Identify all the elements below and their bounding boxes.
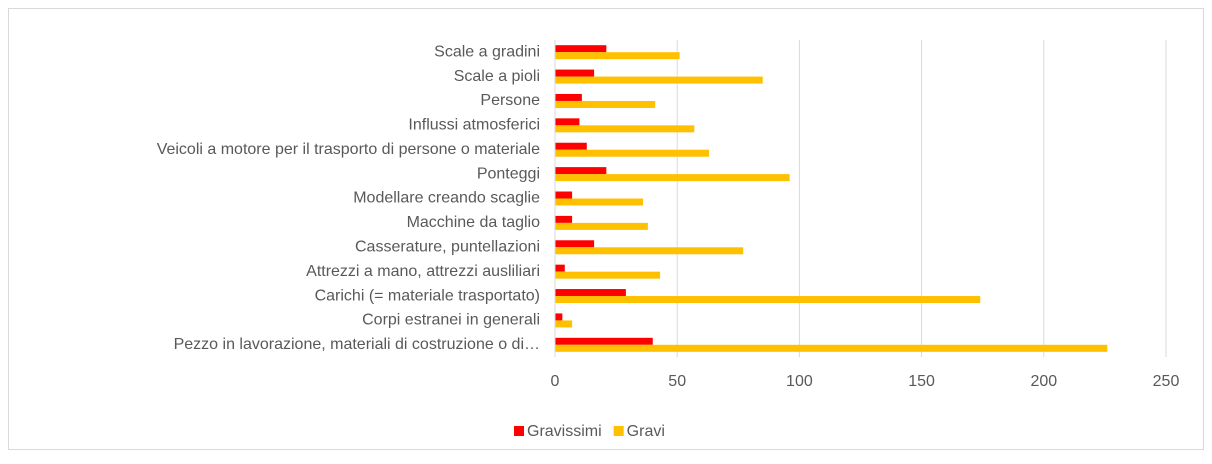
legend-label: Gravissimi bbox=[527, 423, 602, 440]
bar bbox=[555, 100, 656, 108]
y-tick-label: Macchine da taglio bbox=[407, 214, 541, 231]
legend-label: Gravi bbox=[627, 423, 665, 440]
bar bbox=[555, 247, 744, 255]
bar bbox=[555, 149, 709, 157]
bar bbox=[555, 296, 981, 304]
bar bbox=[555, 174, 790, 182]
x-tick-label: 100 bbox=[786, 373, 813, 390]
bar bbox=[555, 198, 643, 206]
y-tick-label: Veicoli a motore per il trasporto di per… bbox=[157, 141, 540, 158]
legend-swatch bbox=[514, 426, 524, 436]
bar bbox=[555, 344, 1108, 352]
bar bbox=[555, 93, 582, 101]
bar bbox=[555, 222, 648, 230]
y-tick-label: Scale a gradini bbox=[434, 43, 540, 60]
bar bbox=[555, 264, 565, 272]
bar bbox=[555, 313, 563, 321]
x-tick-label: 200 bbox=[1030, 373, 1057, 390]
bar bbox=[555, 118, 580, 126]
bar bbox=[555, 240, 595, 248]
legend-swatch bbox=[613, 426, 624, 436]
bar bbox=[555, 76, 763, 84]
y-tick-label: Carichi (= materiale trasportato) bbox=[315, 287, 540, 304]
y-tick-label: Pezzo in lavorazione, materiali di costr… bbox=[174, 336, 540, 353]
bar bbox=[555, 289, 626, 297]
y-tick-label: Casserature, puntellazioni bbox=[355, 238, 540, 255]
x-tick-label: 150 bbox=[908, 373, 935, 390]
bar bbox=[555, 320, 573, 328]
bar bbox=[555, 167, 607, 175]
y-tick-label: Scale a pioli bbox=[454, 68, 540, 85]
y-tick-label: Corpi estranei in generali bbox=[362, 312, 540, 329]
bar bbox=[555, 337, 653, 345]
bar bbox=[555, 191, 573, 199]
bar bbox=[555, 125, 695, 133]
y-tick-label: Attrezzi a mano, attrezzi ausliliari bbox=[306, 263, 540, 280]
y-tick-label: Ponteggi bbox=[477, 165, 540, 182]
bar bbox=[555, 69, 595, 77]
y-tick-label: Influssi atmosferici bbox=[408, 117, 540, 134]
y-tick-label: Persone bbox=[480, 92, 540, 109]
bar bbox=[555, 215, 573, 223]
y-tick-label: Modellare creando scaglie bbox=[353, 190, 540, 207]
x-tick-label: 250 bbox=[1153, 373, 1180, 390]
bar bbox=[555, 142, 587, 150]
bar bbox=[555, 45, 607, 53]
bar bbox=[555, 52, 680, 60]
x-tick-label: 0 bbox=[551, 373, 560, 390]
bar bbox=[555, 271, 661, 279]
x-tick-label: 50 bbox=[668, 373, 686, 390]
